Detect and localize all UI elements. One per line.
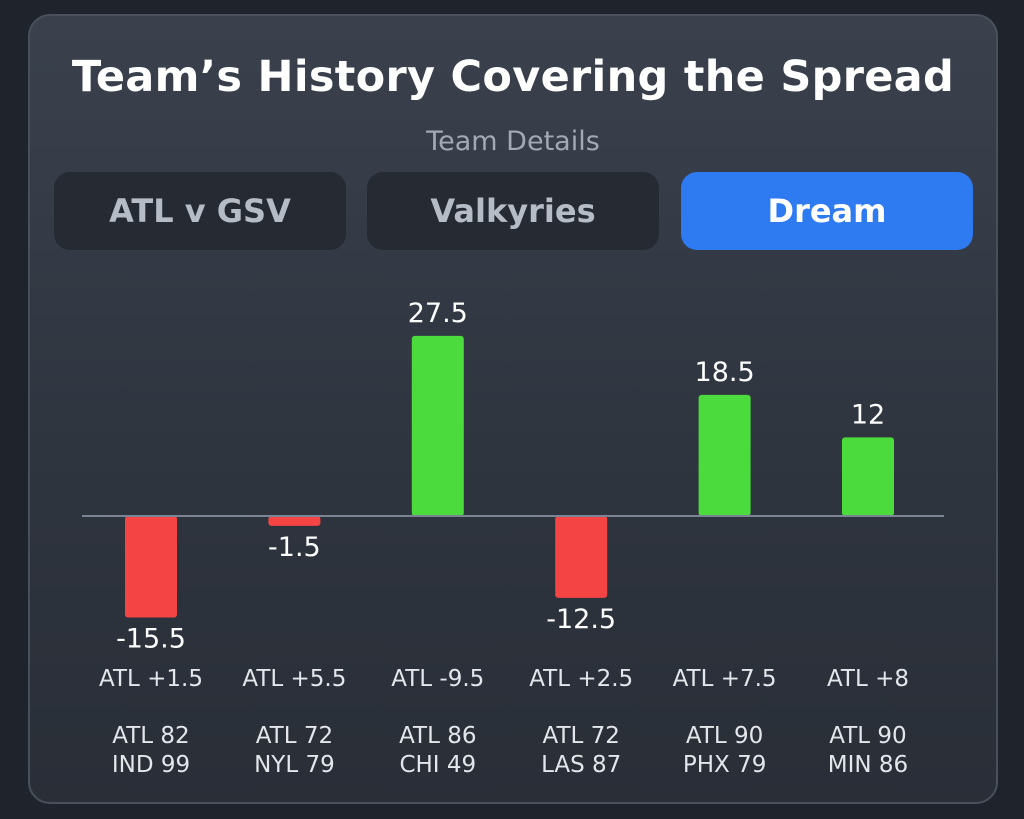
score-line-opponent: IND 99 <box>112 752 190 778</box>
page-title: Team’s History Covering the Spread <box>71 52 955 102</box>
chart-card: Team’s History Covering the Spread Team … <box>28 14 998 804</box>
score-line-opponent: CHI 49 <box>399 752 476 778</box>
spread-label: ATL -9.5 <box>391 666 484 692</box>
spread-label: ATL +2.5 <box>529 666 633 692</box>
bar <box>698 394 751 516</box>
score-line-atl: ATL 86 <box>399 723 476 749</box>
tab-bar: ATL v GSV Valkyries Dream <box>54 172 974 250</box>
score-line-atl: ATL 72 <box>256 723 333 749</box>
data-label: 27.5 <box>408 298 468 329</box>
bar <box>411 335 464 516</box>
data-label: 12 <box>851 399 885 430</box>
spread-label: ATL +1.5 <box>99 666 203 692</box>
tab-dream[interactable]: Dream <box>681 172 973 250</box>
spread-label: ATL +7.5 <box>673 666 777 692</box>
bar <box>842 437 894 516</box>
data-label: -15.5 <box>116 624 186 655</box>
score-line-atl: ATL 82 <box>112 723 189 749</box>
spread-label: ATL +8 <box>827 666 909 692</box>
bar <box>125 516 177 618</box>
score-line-opponent: LAS 87 <box>541 752 621 778</box>
spread-bar-chart: -15.5 ATL +1.5 ATL 82 IND 99 -1.5 ATL +5.5 ATL… <box>82 298 944 778</box>
data-label: -1.5 <box>268 532 321 563</box>
page-subtitle: Team Details <box>426 126 600 157</box>
tab-valkyries[interactable]: Valkyries <box>367 172 659 250</box>
score-line-atl: ATL 90 <box>686 723 763 749</box>
score-line-atl: ATL 72 <box>543 723 620 749</box>
bar <box>268 516 321 526</box>
score-line-atl: ATL 90 <box>829 723 906 749</box>
score-line-opponent: NYL 79 <box>254 752 335 778</box>
tab-matchup[interactable]: ATL v GSV <box>54 172 346 250</box>
data-label: -12.5 <box>546 604 616 635</box>
bar <box>555 516 608 598</box>
score-line-opponent: PHX 79 <box>683 752 767 778</box>
spread-label: ATL +5.5 <box>242 666 346 692</box>
data-label: 18.5 <box>695 357 755 388</box>
score-line-opponent: MIN 86 <box>828 752 908 778</box>
